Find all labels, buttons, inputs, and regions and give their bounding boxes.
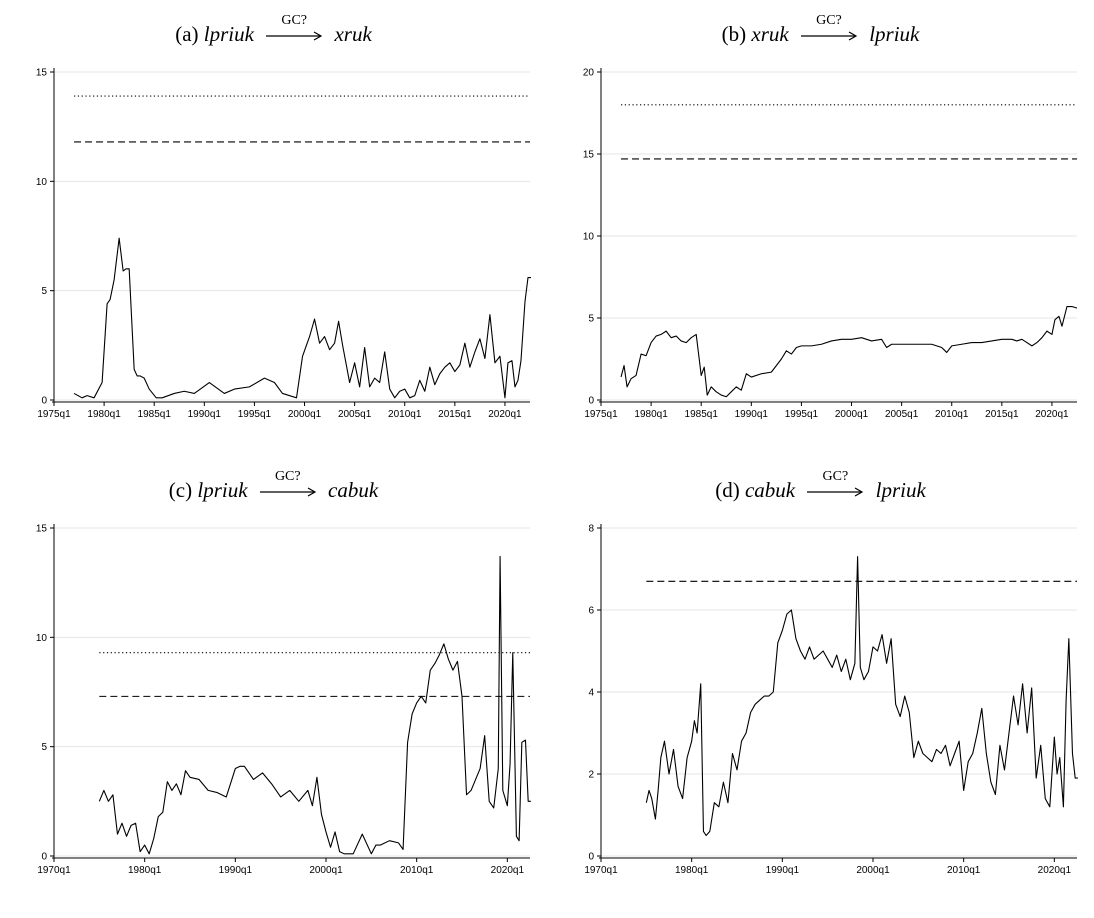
panel-a-title: (a) lpriuk GC? xruk xyxy=(0,13,547,47)
x-tick-label: 1980q1 xyxy=(675,865,709,876)
series-line xyxy=(73,237,531,399)
panel-d-title: (d) cabuk GC? lpriuk xyxy=(547,469,1094,503)
x-tick-label: 2000q1 xyxy=(309,865,343,876)
gc-arrow-icon: GC? xyxy=(800,13,858,41)
x-tick-label: 1990q1 xyxy=(735,409,769,420)
panel-c-letter: (c) xyxy=(168,478,193,502)
panel-a-effect: xruk xyxy=(334,22,372,46)
gc-label: GC? xyxy=(822,469,849,485)
x-tick-label: 2010q1 xyxy=(388,409,422,420)
x-tick-label: 2000q1 xyxy=(835,409,869,420)
series-line xyxy=(620,305,1078,398)
gc-label: GC? xyxy=(274,469,301,485)
x-tick-label: 1975q1 xyxy=(584,409,618,420)
gc-label: GC? xyxy=(281,13,308,29)
panel-d-letter: (d) xyxy=(715,478,740,502)
x-tick-label: 2000q1 xyxy=(288,409,322,420)
panel-b-letter: (b) xyxy=(721,22,747,46)
x-tick-label: 2010q1 xyxy=(400,865,434,876)
y-tick-label: 0 xyxy=(41,852,47,863)
x-tick-label: 2010q1 xyxy=(935,409,969,420)
x-tick-label: 1995q1 xyxy=(785,409,819,420)
x-tick-label: 1980q1 xyxy=(87,409,121,420)
y-tick-label: 20 xyxy=(583,68,595,79)
y-tick-label: 0 xyxy=(41,396,47,407)
x-tick-label: 1985q1 xyxy=(685,409,719,420)
x-tick-label: 1970q1 xyxy=(584,865,618,876)
y-tick-label: 15 xyxy=(36,68,48,79)
x-tick-label: 2000q1 xyxy=(856,865,890,876)
x-tick-label: 1985q1 xyxy=(138,409,172,420)
panel-c-title: (c) lpriuk GC? cabuk xyxy=(0,469,547,503)
gc-arrow-icon: GC? xyxy=(265,13,323,41)
x-tick-label: 2015q1 xyxy=(438,409,472,420)
panel-d-cause: cabuk xyxy=(744,478,796,502)
x-tick-label: 1980q1 xyxy=(128,865,162,876)
y-tick-label: 5 xyxy=(41,742,47,753)
panel-c-effect: cabuk xyxy=(328,478,379,502)
chart-d: 0 2 4 6 8 1970q1 1980q1 1990q1 2000q1 2010q1 2020q… xyxy=(584,524,1078,876)
gc-arrow-icon: GC? xyxy=(259,469,317,497)
y-tick-label: 0 xyxy=(588,852,594,863)
y-tick-label: 10 xyxy=(36,633,48,644)
panel-b-effect: lpriuk xyxy=(869,22,920,46)
y-tick-label: 4 xyxy=(588,688,594,699)
x-tick-label: 1995q1 xyxy=(238,409,272,420)
y-tick-label: 8 xyxy=(588,524,594,535)
x-tick-label: 2020q1 xyxy=(491,865,525,876)
x-tick-label: 1970q1 xyxy=(37,865,71,876)
x-tick-label: 2005q1 xyxy=(885,409,919,420)
y-tick-label: 5 xyxy=(41,286,47,297)
chart-b: 0 5 10 15 20 1975q1 1980q1 1985q1 1990q1 1995q1 20… xyxy=(583,68,1078,420)
panel-b-cause: xruk xyxy=(751,22,789,46)
series-line xyxy=(98,555,531,855)
x-tick-label: 1975q1 xyxy=(37,409,71,420)
x-tick-label: 1990q1 xyxy=(219,865,253,876)
x-tick-label: 1990q1 xyxy=(188,409,222,420)
chart-c: 0 5 10 15 1970q1 1980q1 1990q1 2000q1 2010q1 2020… xyxy=(36,524,531,876)
x-tick-label: 2020q1 xyxy=(1035,409,1069,420)
x-tick-label: 1990q1 xyxy=(766,865,800,876)
x-tick-label: 2015q1 xyxy=(985,409,1019,420)
panel-c-cause: lpriuk xyxy=(197,478,248,502)
panel-b-title: (b) xruk GC? lpriuk xyxy=(547,13,1094,47)
y-tick-label: 5 xyxy=(588,314,594,325)
panel-a-letter: (a) xyxy=(175,22,199,46)
x-tick-label: 2020q1 xyxy=(488,409,522,420)
x-tick-label: 2005q1 xyxy=(338,409,372,420)
y-tick-label: 10 xyxy=(583,232,595,243)
chart-a: 0 5 10 15 1975q1 1980q1 1985q1 1990q1 1995q1 2000… xyxy=(36,68,531,420)
x-tick-label: 2010q1 xyxy=(947,865,981,876)
series-line xyxy=(645,556,1078,837)
y-tick-label: 15 xyxy=(583,150,595,161)
y-tick-label: 0 xyxy=(588,396,594,407)
x-tick-label: 2020q1 xyxy=(1038,865,1072,876)
y-tick-label: 15 xyxy=(36,524,48,535)
gc-arrow-icon: GC? xyxy=(806,469,864,497)
y-tick-label: 2 xyxy=(588,770,594,781)
panel-d-effect: lpriuk xyxy=(875,478,926,502)
y-tick-label: 6 xyxy=(588,606,594,617)
gc-label: GC? xyxy=(816,13,842,29)
x-tick-label: 1980q1 xyxy=(634,409,668,420)
panel-a-cause: lpriuk xyxy=(203,22,254,46)
y-tick-label: 10 xyxy=(36,177,48,188)
